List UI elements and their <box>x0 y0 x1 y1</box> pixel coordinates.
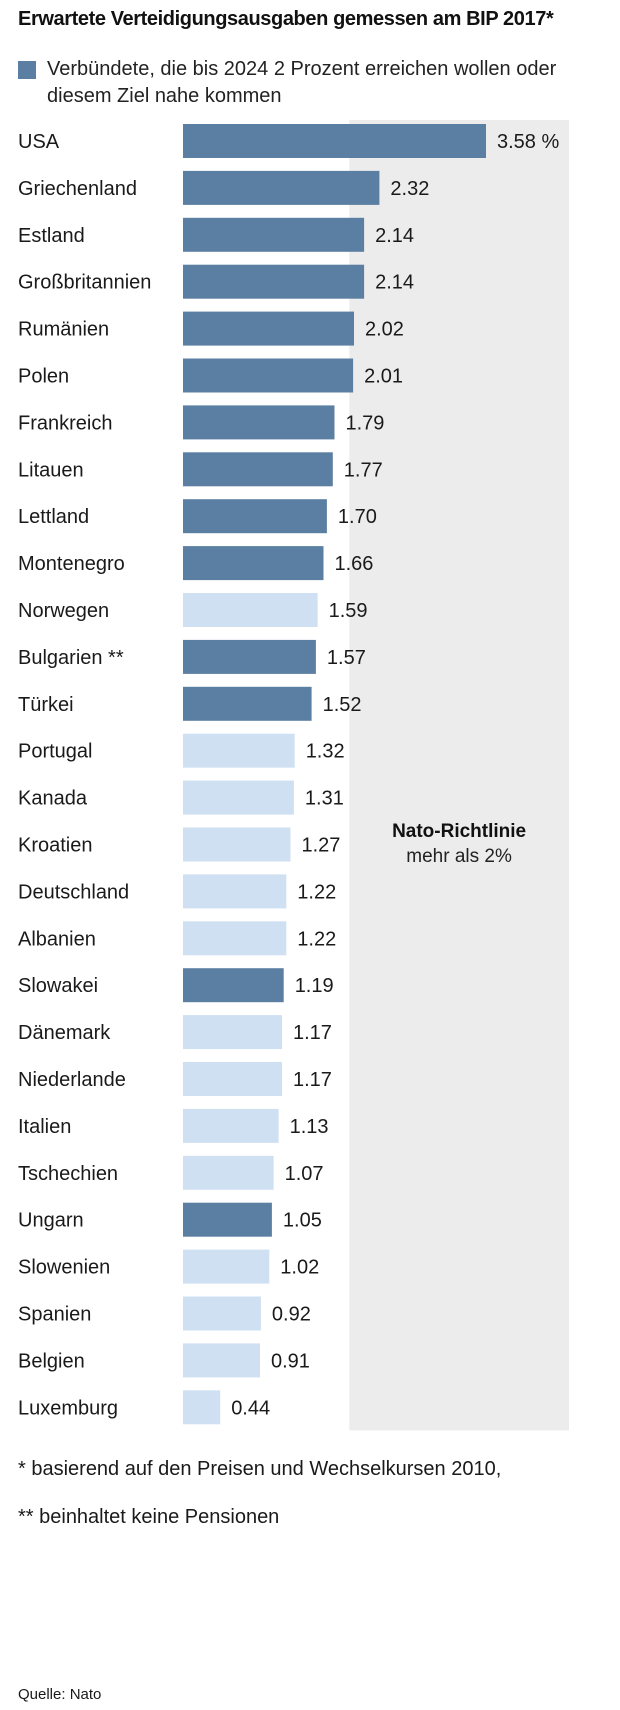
value-label: 1.52 <box>323 694 362 716</box>
bar <box>183 968 284 1003</box>
bar <box>183 733 295 768</box>
category-label: Frankreich <box>18 412 112 434</box>
nato-guideline-band <box>349 120 569 1431</box>
bar <box>183 593 318 627</box>
bar <box>183 1202 272 1237</box>
category-label: USA <box>18 131 60 153</box>
value-label: 2.14 <box>375 272 414 294</box>
category-label: Türkei <box>18 694 74 716</box>
value-label: 2.14 <box>375 225 414 247</box>
legend-text: Verbündete, die bis 2024 2 Prozent errei… <box>47 58 557 107</box>
value-label: 1.31 <box>305 788 344 810</box>
category-label: Estland <box>18 225 85 247</box>
category-label: Bulgarien ** <box>18 647 124 669</box>
category-label: Deutschland <box>18 881 129 903</box>
value-label: 1.22 <box>297 881 336 903</box>
value-label: 1.05 <box>283 1210 322 1232</box>
bar <box>183 311 354 346</box>
footnote-2: ** beinhaltet keine Pensionen <box>18 1506 280 1528</box>
value-label: 2.32 <box>390 178 429 200</box>
bar <box>183 452 333 487</box>
category-label: Polen <box>18 366 69 388</box>
category-label: Rumänien <box>18 319 109 341</box>
category-label: Portugal <box>18 741 93 763</box>
category-label: Kanada <box>18 788 88 810</box>
value-label: 1.17 <box>293 1069 332 1091</box>
legend-swatch <box>18 61 36 79</box>
legend: Verbündete, die bis 2024 2 Prozent errei… <box>18 56 608 110</box>
value-label: 0.44 <box>231 1397 270 1419</box>
category-label: Dänemark <box>18 1022 111 1044</box>
bar <box>183 499 327 534</box>
bar <box>183 1155 274 1190</box>
category-label: Belgien <box>18 1350 85 1372</box>
bar <box>183 405 335 440</box>
bar <box>183 1390 221 1425</box>
value-label: 1.70 <box>338 506 377 528</box>
value-label: 1.27 <box>302 835 341 857</box>
value-label: 1.66 <box>335 553 374 575</box>
bar <box>183 1249 270 1284</box>
category-label: Slowakei <box>18 975 98 997</box>
chart-title: Erwartete Verteidigungsausgaben gemessen… <box>18 8 554 30</box>
band-title: Nato-Richtlinie <box>392 821 526 842</box>
value-label: 1.17 <box>293 1022 332 1044</box>
bar <box>183 1015 282 1050</box>
source: Quelle: Nato <box>18 1686 102 1703</box>
bar <box>183 686 312 721</box>
bar <box>183 639 316 674</box>
band-subtitle: mehr als 2% <box>406 846 512 867</box>
value-label: 1.19 <box>295 975 334 997</box>
category-label: Ungarn <box>18 1210 84 1232</box>
category-label: Slowenien <box>18 1257 110 1279</box>
category-label: Litauen <box>18 459 84 481</box>
category-label: Tschechien <box>18 1163 118 1185</box>
value-label: 0.92 <box>272 1304 311 1326</box>
value-label: 2.01 <box>364 366 403 388</box>
bar <box>183 264 365 299</box>
bar <box>183 1343 260 1378</box>
footnote-1: * basierend auf den Preisen und Wechselk… <box>18 1458 502 1480</box>
category-label: Kroatien <box>18 835 93 857</box>
category-label: Norwegen <box>18 600 109 622</box>
category-label: Italien <box>18 1116 71 1138</box>
category-label: Griechenland <box>18 178 137 200</box>
category-label: Großbritannien <box>18 272 151 294</box>
value-label: 1.77 <box>344 459 383 481</box>
bar <box>183 874 287 909</box>
category-label: Spanien <box>18 1304 91 1326</box>
bar <box>183 827 291 862</box>
category-label: Albanien <box>18 928 96 950</box>
category-label: Montenegro <box>18 553 125 575</box>
value-label: 1.02 <box>280 1257 319 1279</box>
category-label: Luxemburg <box>18 1397 118 1419</box>
category-label: Lettland <box>18 506 89 528</box>
value-label: 1.22 <box>297 928 336 950</box>
value-label: 0.91 <box>271 1350 310 1372</box>
bar <box>183 124 486 158</box>
value-label: 3.58 % <box>497 131 559 153</box>
value-label: 1.13 <box>290 1116 329 1138</box>
category-label: Niederlande <box>18 1069 126 1091</box>
bar <box>183 1062 282 1096</box>
bar <box>183 217 365 252</box>
bar <box>183 170 380 205</box>
value-label: 1.32 <box>306 741 345 763</box>
value-label: 1.59 <box>329 600 368 622</box>
bar <box>183 358 354 393</box>
bar <box>183 1108 279 1143</box>
bar <box>183 921 287 956</box>
value-label: 2.02 <box>365 319 404 341</box>
bar <box>183 546 324 581</box>
bar <box>183 1296 261 1331</box>
bars-group: USA 3.58 % Griechenland 2.32 Estland 2.14 Groß… <box>18 124 559 1425</box>
value-label: 1.79 <box>346 412 385 434</box>
value-label: 1.07 <box>285 1163 324 1185</box>
value-label: 1.57 <box>327 647 366 669</box>
bar <box>183 780 294 815</box>
